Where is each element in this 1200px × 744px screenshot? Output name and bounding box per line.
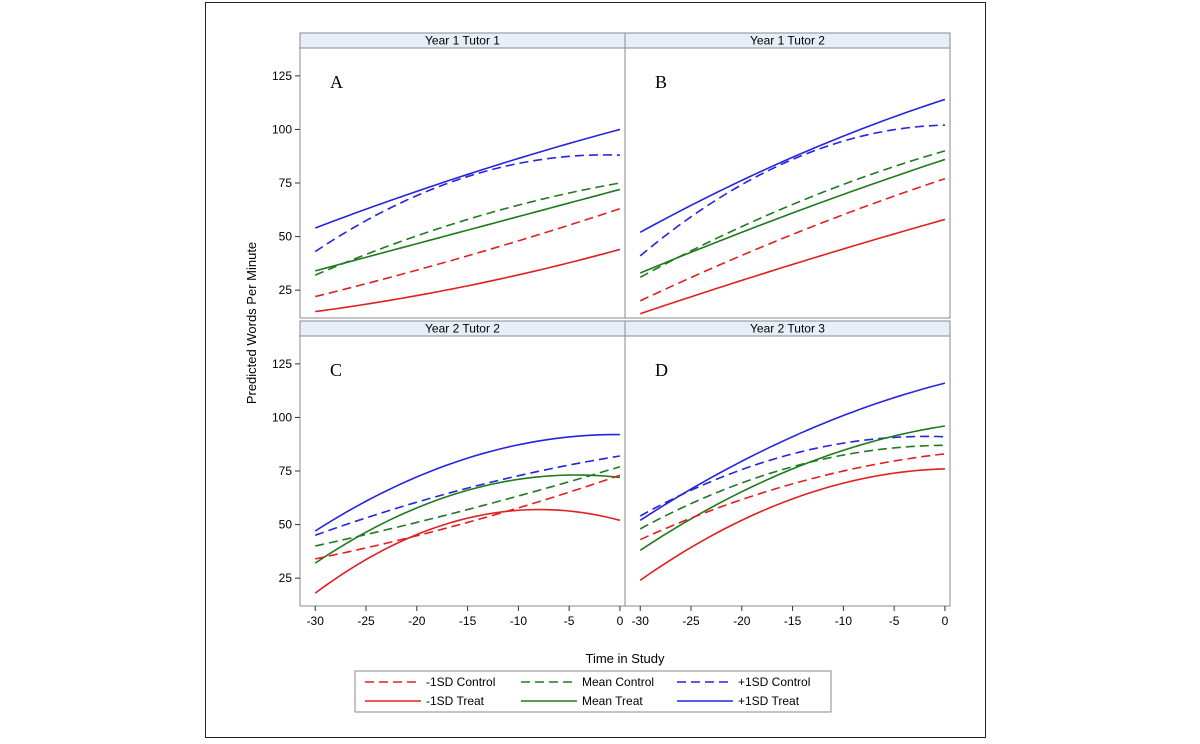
plot-area	[299, 335, 626, 607]
series-line-p1t	[314, 128, 621, 229]
panel-title: Year 2 Tutor 2	[425, 322, 500, 336]
y-axis-title: Predicted Words Per Minute	[244, 242, 259, 404]
y-tick-label: 125	[272, 69, 292, 83]
legend-label-m1t: -1SD Treat	[426, 694, 485, 708]
panel-b: Year 1 Tutor 2 B	[624, 32, 951, 319]
series-line-mt	[639, 425, 946, 551]
y-tick-label: 50	[279, 518, 293, 532]
series-line-mc	[639, 444, 945, 530]
y-tick-label: 25	[279, 571, 293, 585]
panel-letter: D	[655, 360, 668, 380]
y-tick-label: 25	[279, 283, 293, 297]
series-line-m1t	[315, 248, 621, 313]
legend-label-p1t: +1SD Treat	[738, 694, 800, 708]
x-tick-label: -30	[307, 614, 325, 628]
legend-label-m1c: -1SD Control	[426, 675, 495, 689]
panel-letter: A	[330, 72, 343, 92]
series-line-mt	[315, 188, 621, 272]
series-line-p1c	[639, 435, 945, 517]
series-line-mc	[314, 182, 621, 276]
series-line-m1t	[314, 508, 621, 594]
chart-panels: Year 1 Tutor 1 A Year 1 Tutor 2 B Year 2 Tut…	[299, 32, 951, 607]
series-line-m1c	[639, 177, 946, 302]
plot-area	[624, 47, 951, 319]
series-line-p1c	[314, 455, 621, 537]
legend-box	[354, 670, 832, 713]
series-line-p1t	[314, 433, 620, 532]
x-tick-label: -25	[682, 614, 700, 628]
x-tick-label: -20	[408, 614, 426, 628]
panel-c: Year 2 Tutor 2 C	[299, 320, 626, 607]
y-tick-label: 75	[279, 176, 293, 190]
x-tick-label: -25	[357, 614, 375, 628]
x-tick-label: 0	[617, 614, 624, 628]
panel-title: Year 1 Tutor 2	[750, 34, 825, 48]
legend-label-p1c: +1SD Control	[738, 675, 810, 689]
x-tick-label: -5	[889, 614, 900, 628]
legend-label-mt: Mean Treat	[582, 694, 643, 708]
x-axis: -30 -25 -20 -15 -10 -5 0 -30 -25 -20 -15 -10 -5 0	[307, 606, 949, 628]
x-tick-label: -5	[564, 614, 575, 628]
x-tick-label: -30	[632, 614, 650, 628]
panel-a: Year 1 Tutor 1 A	[299, 32, 626, 319]
panel-title: Year 1 Tutor 1	[425, 34, 500, 48]
legend: -1SD Control Mean Control +1SD Control -1SD…	[354, 670, 832, 713]
x-tick-label: -20	[733, 614, 751, 628]
series-line-m1t	[639, 218, 946, 315]
series-line-p1c	[314, 154, 620, 253]
panel-letter: B	[655, 72, 667, 92]
panel-letter: C	[330, 360, 342, 380]
plot-area	[299, 47, 626, 319]
series-line-m1c	[315, 207, 621, 298]
x-tick-label: -15	[459, 614, 477, 628]
y-tick-label: 125	[272, 357, 292, 371]
legend-label-mc: Mean Control	[582, 675, 654, 689]
y-tick-label: 75	[279, 464, 293, 478]
series-line-p1c	[639, 124, 945, 257]
x-tick-label: -10	[835, 614, 853, 628]
y-tick-label: 50	[279, 230, 293, 244]
series-line-mc	[639, 150, 946, 278]
series-line-mt	[639, 158, 946, 274]
panel-d: Year 2 Tutor 3 D	[624, 320, 951, 607]
x-tick-label: -10	[510, 614, 528, 628]
series-line-mc	[315, 465, 621, 547]
series-line-p1t	[639, 382, 946, 521]
series-line-mt	[314, 474, 621, 564]
series-line-p1t	[639, 98, 946, 233]
series-line-m1t	[639, 468, 945, 581]
y-tick-label: 100	[272, 122, 292, 136]
x-tick-label: 0	[942, 614, 949, 628]
y-tick-label: 100	[272, 410, 292, 424]
y-axis: 25 50 75 100 125 25 50 75 100 125	[272, 69, 300, 585]
x-axis-title: Time in Study	[586, 651, 665, 666]
panel-title: Year 2 Tutor 3	[750, 322, 825, 336]
x-tick-label: -15	[784, 614, 802, 628]
series-line-m1c	[315, 474, 621, 560]
series-line-m1c	[639, 453, 946, 541]
